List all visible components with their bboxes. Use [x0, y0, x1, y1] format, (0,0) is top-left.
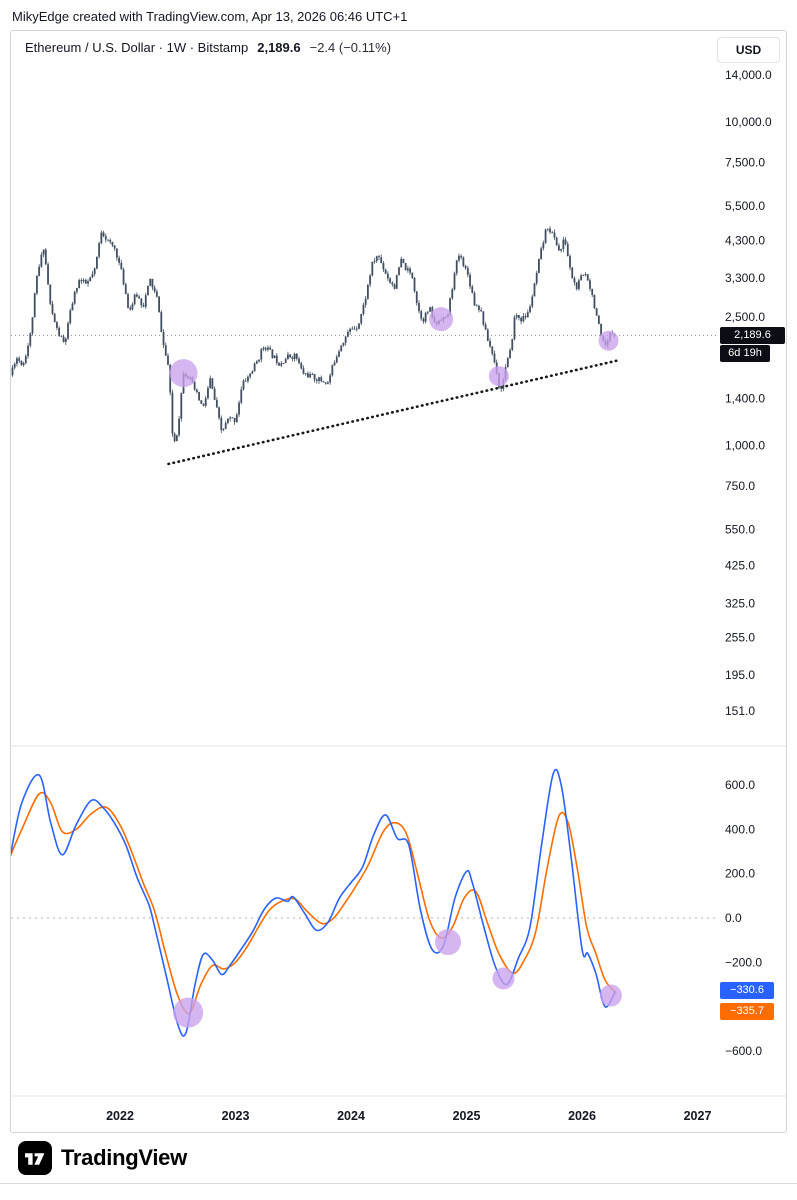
ascending-trendline[interactable] — [167, 359, 618, 466]
price-axis-label: 1,000.0 — [725, 439, 765, 453]
fast-line — [11, 768, 617, 1037]
chart-plot-area[interactable]: 14,000.0 10,000.0 7,500.0 5,500.0 4,300.0 3,3… — [11, 31, 786, 1132]
price-axis-label: 7,500.0 — [725, 156, 765, 170]
signal-line — [11, 791, 617, 1015]
time-axis[interactable]: 2022 2023 2024 2025 2026 2027 — [106, 1109, 711, 1123]
symbol-title-row: Ethereum / U.S. Dollar · 1W · Bitstamp 2… — [25, 40, 391, 55]
price-axis[interactable]: 14,000.0 10,000.0 7,500.0 5,500.0 4,300.0 3,3… — [725, 68, 772, 1058]
price-axis-label: 425.0 — [725, 559, 755, 573]
currency-toggle-button[interactable]: USD — [717, 37, 780, 63]
oscillator-axis-label: 0.0 — [725, 911, 742, 925]
main-pane[interactable] — [11, 226, 719, 466]
oscillator-signal-value-badge: −335.7 — [720, 1003, 774, 1021]
price-axis-label: 195.0 — [725, 668, 755, 682]
highlight-marker — [429, 307, 454, 332]
oscillator-axis-label: 600.0 — [725, 778, 755, 792]
footer: TradingView — [0, 1133, 797, 1184]
tradingview-wordmark[interactable]: TradingView — [61, 1145, 187, 1170]
oscillator-axis-label: 400.0 — [725, 822, 755, 836]
price-axis-label: 3,300.0 — [725, 271, 765, 285]
oscillator-pane[interactable] — [11, 768, 719, 1037]
logo-background — [18, 1141, 52, 1175]
highlight-marker — [492, 967, 515, 990]
price-axis-label: 255.0 — [725, 630, 755, 644]
time-axis-label: 2022 — [106, 1109, 134, 1123]
oscillator-axis-label: −600.0 — [725, 1044, 762, 1058]
attribution-text: MikyEdge created with TradingView.com, A… — [12, 9, 408, 24]
logo-glyph-one — [25, 1153, 33, 1165]
last-price-badge: 2,189.6 — [720, 326, 785, 344]
tradingview-logo-icon[interactable] — [18, 1141, 52, 1175]
symbol-title[interactable]: Ethereum / U.S. Dollar · 1W · Bitstamp — [25, 40, 249, 55]
oscillator-axis-label: 200.0 — [725, 867, 755, 881]
price-axis-label: 5,500.0 — [725, 199, 765, 213]
highlight-marker — [488, 366, 509, 387]
price-axis-label: 325.0 — [725, 596, 755, 610]
time-axis-label: 2024 — [337, 1109, 365, 1123]
price-axis-label: 151.0 — [725, 704, 755, 718]
time-axis-label: 2025 — [453, 1109, 481, 1123]
candlestick-series — [11, 226, 616, 443]
price-axis-label: 14,000.0 — [725, 68, 772, 82]
price-axis-label: 1,400.0 — [725, 391, 765, 405]
highlight-marker — [599, 984, 622, 1007]
time-axis-label: 2027 — [684, 1109, 712, 1123]
symbol-last-price: 2,189.6 — [257, 40, 301, 55]
price-axis-label: 750.0 — [725, 479, 755, 493]
price-axis-label: 4,300.0 — [725, 234, 765, 248]
price-axis-label: 10,000.0 — [725, 115, 772, 129]
logo-glyph-seven — [34, 1153, 45, 1165]
oscillator-axis-label: −200.0 — [725, 955, 762, 969]
chart-card: 14,000.0 10,000.0 7,500.0 5,500.0 4,300.0 3,3… — [10, 30, 787, 1133]
price-axis-label: 550.0 — [725, 522, 755, 536]
highlight-marker — [598, 330, 619, 351]
oscillator-fast-value-badge: −330.6 — [720, 982, 774, 1000]
time-axis-label: 2026 — [568, 1109, 596, 1123]
time-axis-label: 2023 — [222, 1109, 250, 1123]
highlight-marker — [169, 359, 198, 388]
symbol-change: −2.4 (−0.11%) — [309, 40, 392, 55]
highlight-marker — [435, 929, 462, 956]
price-axis-label: 2,500.0 — [725, 310, 765, 324]
bar-countdown-badge: 6d 19h — [720, 344, 770, 362]
highlight-marker — [173, 997, 204, 1028]
